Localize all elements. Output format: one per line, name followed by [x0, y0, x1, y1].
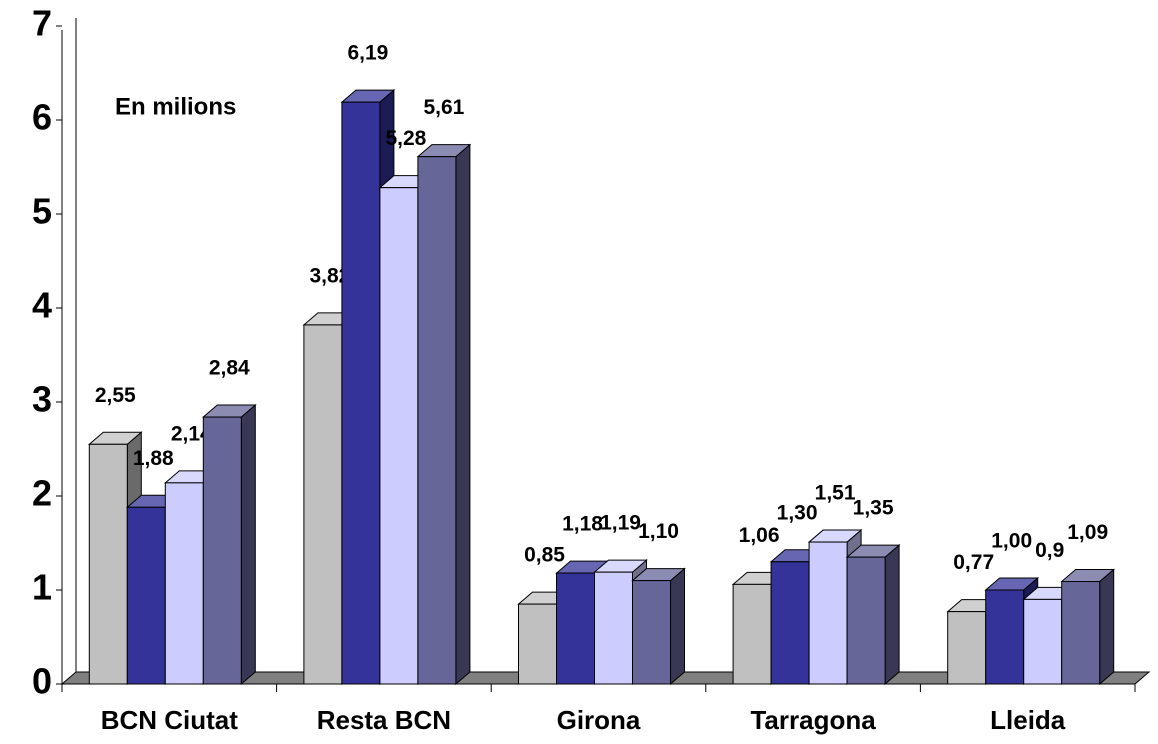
y-tick-label: 6: [32, 97, 52, 138]
y-tick-label: 0: [32, 661, 52, 702]
y-tick-label: 1: [32, 567, 52, 608]
bar-front: [417, 156, 457, 685]
value-label: 1,09: [1067, 521, 1108, 544]
bar-front: [518, 603, 557, 685]
y-tick-label: 3: [32, 379, 52, 420]
value-label: 0,85: [524, 544, 565, 567]
bar-side: [455, 143, 471, 686]
x-tick-label: Lleida: [990, 705, 1066, 735]
value-label: 0,9: [1035, 539, 1064, 562]
y-tick-label: 7: [32, 3, 52, 44]
value-label: 2,14: [171, 422, 212, 445]
bar-front: [594, 571, 633, 685]
bar: [416, 143, 472, 686]
bar-front: [202, 416, 242, 685]
bar-front: [303, 324, 343, 685]
bar-front: [126, 506, 166, 685]
value-label: 5,61: [423, 96, 464, 119]
bar-front: [770, 561, 810, 685]
bar: [845, 544, 901, 686]
value-label: 1,51: [815, 482, 856, 505]
x-tick-label: Girona: [557, 705, 641, 735]
y-tick-label: 2: [32, 473, 52, 514]
y-tick-label: 4: [32, 285, 52, 326]
bar-front: [88, 443, 128, 685]
bar-front: [846, 556, 886, 685]
value-label: 0,77: [953, 551, 994, 574]
value-label: 6,19: [347, 42, 388, 65]
value-label: 3,82: [309, 264, 350, 287]
annotation: En milions: [115, 93, 236, 120]
value-label: 1,30: [777, 501, 818, 524]
bar-side: [670, 567, 685, 686]
value-label: 1,06: [739, 524, 780, 547]
value-label: 2,84: [209, 357, 250, 380]
bar-front: [341, 101, 381, 685]
value-label: 1,18: [562, 513, 603, 536]
bar-front: [1023, 598, 1063, 685]
bar-front: [164, 482, 204, 685]
bar: [201, 403, 257, 686]
bar-side: [1099, 568, 1115, 686]
bar-front: [808, 541, 848, 685]
bar: [1060, 568, 1116, 686]
bar-side: [884, 544, 900, 686]
bar-front: [379, 187, 419, 685]
value-label: 2,55: [95, 384, 136, 407]
value-label: 1,00: [991, 530, 1032, 553]
value-label: 5,28: [385, 127, 426, 150]
x-tick-label: Resta BCN: [317, 705, 451, 735]
bar-front: [732, 583, 772, 685]
x-tick-label: Tarragona: [750, 705, 876, 735]
bar-front: [1061, 581, 1101, 685]
bar-front: [947, 611, 987, 685]
bar-front: [556, 572, 595, 685]
bar: [631, 567, 686, 686]
bar-front: [985, 589, 1025, 685]
y-tick-label: 5: [32, 191, 52, 232]
x-tick-label: BCN Ciutat: [101, 705, 239, 735]
bar-side: [240, 403, 256, 686]
value-label: 1,10: [638, 520, 679, 543]
value-label: 1,19: [600, 512, 641, 535]
value-label: 1,88: [133, 447, 174, 470]
value-label: 1,35: [853, 497, 894, 520]
bar-front: [632, 580, 671, 685]
